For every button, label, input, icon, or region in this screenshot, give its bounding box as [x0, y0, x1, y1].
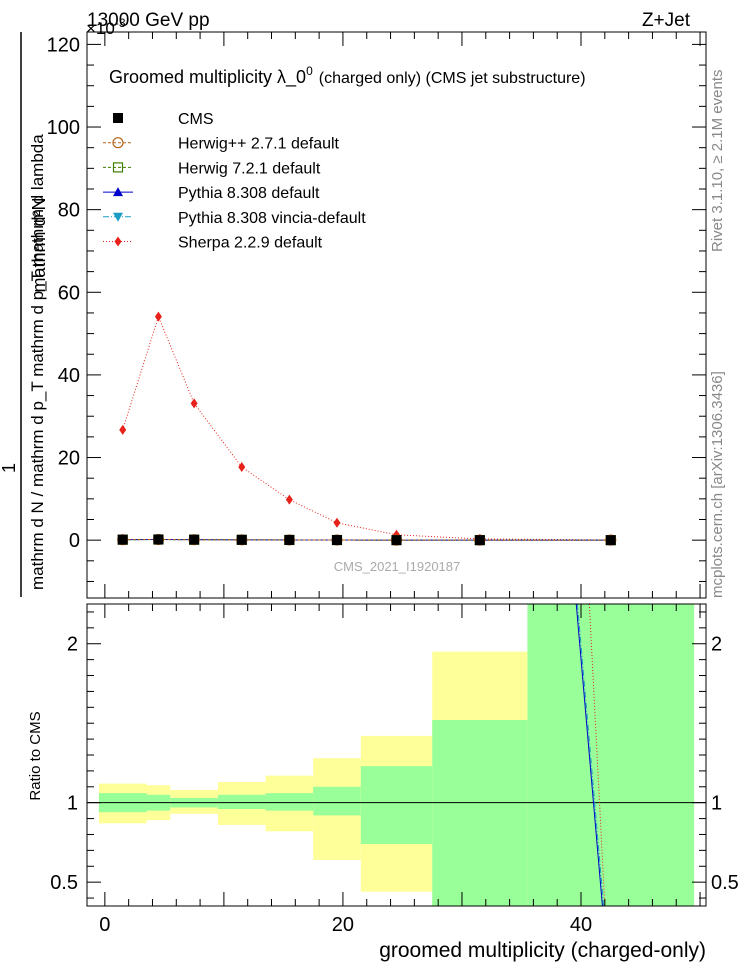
data-point: [238, 462, 246, 473]
ratio-line: [575, 603, 603, 907]
stat-uncertainty-band: [527, 604, 695, 906]
rivet-label: Rivet 3.1.10, ≥ 2.1M events: [709, 70, 726, 253]
data-point: [117, 534, 128, 545]
series-line: [122, 315, 611, 541]
ratio-y-tick-label: 2: [67, 634, 78, 656]
data-point: [333, 517, 341, 528]
stat-uncertainty-band: [360, 766, 433, 845]
data-point: [119, 424, 127, 435]
data-point: [236, 534, 247, 545]
x-ticks: 0 20 40: [99, 32, 701, 936]
ratio-line: [576, 603, 605, 907]
ratio-y-tick-label: 1: [67, 793, 78, 815]
legend-marker: [113, 212, 123, 222]
ratio-y-label: Ratio to CMS: [27, 711, 44, 800]
y-tick-label: 120: [47, 34, 80, 56]
legend-marker: [112, 162, 124, 173]
x-tick-label: 0: [99, 914, 110, 936]
legend-entry: Pythia 8.308 default: [103, 185, 320, 202]
mcplots-label: mcplots.cern.ch [arXiv:1306.3436]: [709, 371, 726, 598]
legend-marker: [112, 137, 124, 149]
y-tick-label: 80: [58, 200, 80, 222]
data-point: [154, 311, 162, 322]
ratio-y-tick-label-right: 1: [711, 793, 722, 815]
legend-label: Herwig++ 2.7.1 default: [178, 136, 340, 153]
ratio-y-ticks: 0.5 0.5 1 1 2 2: [50, 611, 739, 899]
legend-marker: [113, 187, 123, 197]
main-frame: [86, 31, 707, 599]
y-label-denominator: mathrm d N / mathrm d p_T mathrm d p_T m…: [28, 134, 47, 590]
legend-label: Sherpa 2.2.9 default: [178, 235, 323, 252]
legend-entry: CMS: [113, 111, 214, 128]
legend-entry: Pythia 8.308 vincia-default: [103, 210, 366, 227]
legend-label: Herwig 7.2.1 default: [178, 160, 321, 177]
data-point: [391, 535, 402, 546]
legend-marker: [113, 113, 123, 123]
y-tick-label: 60: [58, 282, 80, 304]
stat-uncertainty-band: [313, 786, 361, 816]
data-point: [190, 398, 198, 409]
y-tick-label: 100: [47, 117, 80, 139]
data-point: [331, 535, 342, 546]
x-axis-label: groomed multiplicity (charged-only): [379, 939, 706, 962]
series-sherpa-2-2-9-default: [119, 311, 615, 545]
data-point: [474, 535, 485, 546]
x-tick-label: 40: [570, 914, 592, 936]
y-tick-label: 40: [58, 365, 80, 387]
y-label-one: 1: [0, 463, 19, 473]
ratio-bands: [98, 604, 695, 906]
header-left: 13000 GeV pp: [87, 10, 210, 31]
data-point: [153, 534, 164, 545]
y-tick-label: 0: [69, 530, 80, 552]
analysis-watermark: CMS_2021_I1920187: [334, 559, 461, 574]
y-tick-label: 20: [58, 448, 80, 470]
legend-entry: Sherpa 2.2.9 default: [103, 235, 323, 252]
legend-entry: Herwig++ 2.7.1 default: [103, 136, 340, 153]
data-point: [285, 494, 293, 505]
main-y-axis-label: mathrm d²N 1 mathrm d N / mathrm d p_T m…: [0, 32, 49, 597]
ratio-y-tick-label-right: 2: [711, 634, 722, 656]
ratio-panel: 0 20 40 0.5 0.5 1 1 2 2: [50, 32, 739, 936]
legend-label: CMS: [178, 111, 214, 128]
ratio-y-tick-label: 0.5: [50, 872, 78, 894]
legend-entry: Herwig 7.2.1 default: [103, 160, 321, 177]
legend-marker: [114, 236, 122, 247]
stat-uncertainty-band: [432, 720, 528, 906]
main-panel: 0 20 40 60 80 100 120: [47, 31, 707, 599]
stat-uncertainty-band: [265, 793, 314, 811]
data-point: [189, 534, 200, 545]
legend-label: Pythia 8.308 vincia-default: [178, 210, 366, 227]
plot-title: Groomed multiplicity λ_00 (charged only) …: [109, 64, 586, 88]
main-y-ticks: 0 20 40 60 80 100 120: [47, 34, 706, 582]
header-right: Z+Jet: [642, 10, 691, 31]
x-tick-label: 20: [332, 914, 354, 936]
series-cms: [117, 534, 616, 546]
legend-label: Pythia 8.308 default: [178, 185, 320, 202]
legend: CMS Herwig++ 2.7.1 default Herwig 7.2.1 de…: [103, 111, 366, 252]
stat-uncertainty-band: [217, 794, 266, 810]
y-scale-exponent: ×10-3: [86, 16, 126, 38]
data-point: [605, 535, 616, 546]
ratio-y-tick-label-right: 0.5: [711, 872, 739, 894]
y-label-numerator: mathrm d²N: [29, 197, 49, 292]
data-point: [284, 534, 295, 545]
